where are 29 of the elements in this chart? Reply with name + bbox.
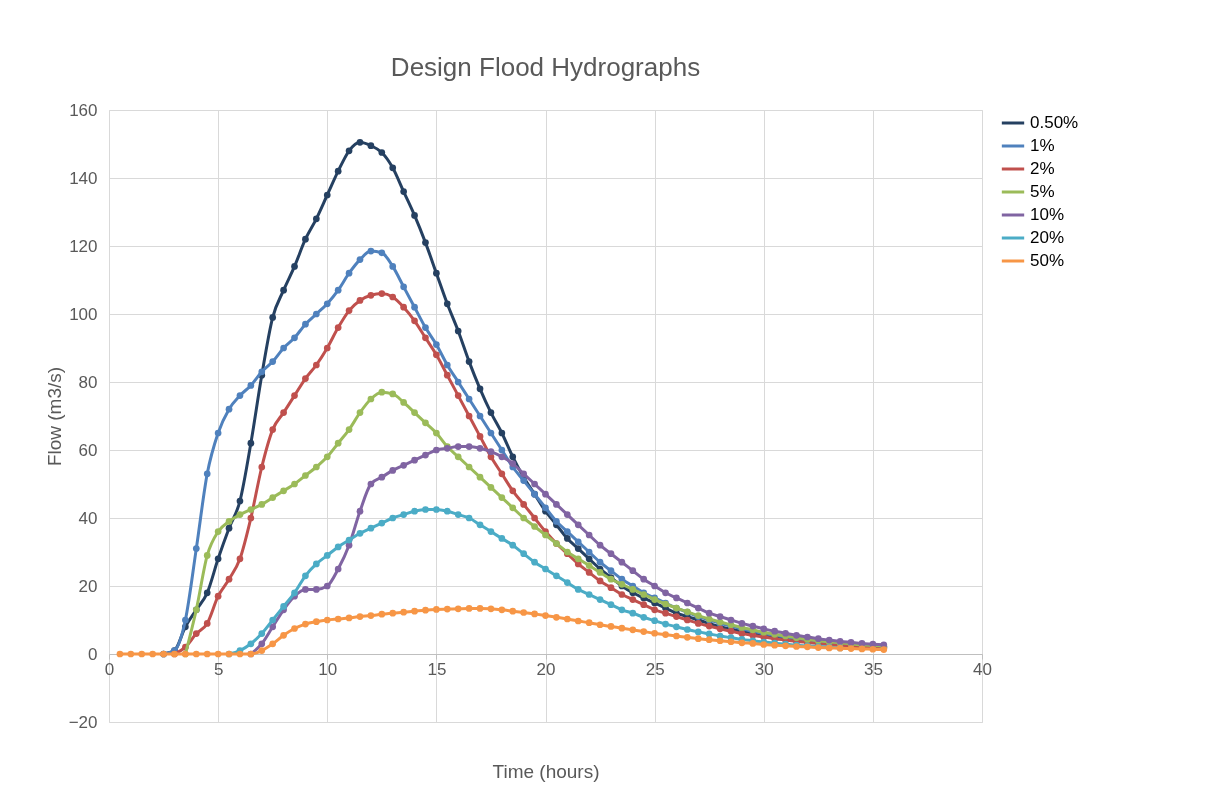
x-tick-label: 10 [318,659,338,679]
y-tick-label: 60 [78,440,98,460]
chart-title: Design Flood Hydrographs [390,52,701,82]
y-tick-label: 140 [69,168,98,188]
y-tick-label: 120 [69,236,98,256]
y-axis-title: Flow (m3/s) [43,366,65,467]
x-tick-label: 25 [645,659,665,679]
y-tick-label: −20 [68,712,98,732]
y-tick-label: 40 [78,508,98,528]
legend-label: 5% [1030,182,1055,201]
x-tick-label: 15 [427,659,447,679]
y-tick-label: 80 [78,372,98,392]
legend-label: 2% [1030,159,1055,178]
y-tick-label: 0 [88,644,98,664]
legend-label: 1% [1030,136,1055,155]
y-tick-label: 160 [69,100,98,120]
legend-label: 0.50% [1030,113,1079,132]
x-axis-title: Time (hours) [492,760,600,782]
x-tick-label: 0 [104,659,115,679]
x-tick-label: 30 [754,659,774,679]
legend-label: 50% [1030,251,1065,270]
y-tick-label: 100 [69,304,98,324]
x-tick-label: 40 [973,659,992,679]
legend-label: 10% [1030,205,1065,224]
x-tick-label: 5 [213,659,224,679]
x-tick-label: 20 [536,659,556,679]
legend-label: 20% [1030,228,1065,247]
x-tick-label: 35 [863,659,883,679]
y-tick-label: 20 [78,576,98,596]
